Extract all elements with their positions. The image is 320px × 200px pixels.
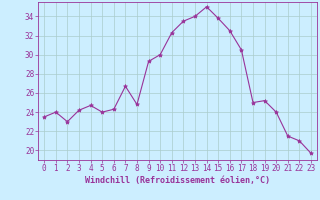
X-axis label: Windchill (Refroidissement éolien,°C): Windchill (Refroidissement éolien,°C) (85, 176, 270, 185)
